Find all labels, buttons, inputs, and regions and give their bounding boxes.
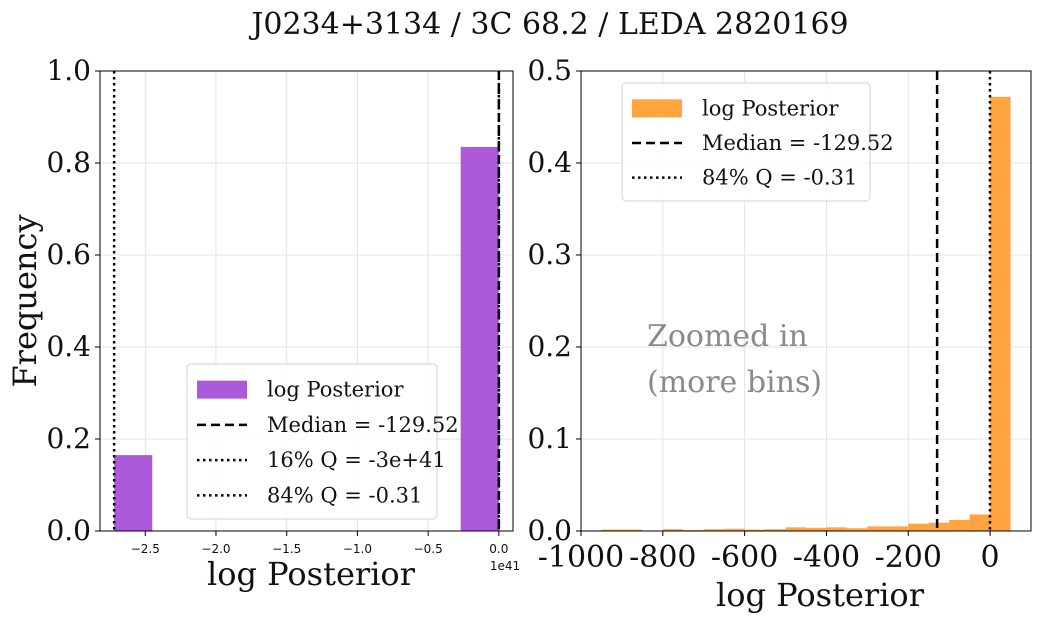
- x-tick-label: -800: [629, 540, 696, 575]
- x-tick-label: −1.0: [343, 542, 372, 556]
- right-histogram-panel: -1000 -800 -600 -400 -200 0 0.0 0.1 0.2 0.3 0.4 0.5…: [527, 54, 1032, 614]
- histogram-bar: [785, 527, 806, 531]
- y-tick-label: 0.5: [527, 54, 572, 87]
- y-tick-label: 0.2: [527, 330, 572, 363]
- histogram-bar: [969, 514, 991, 531]
- left-ticks: −2.5 −2.0 −1.5 −1.0 −0.5 0.0 0.0 0.2 0.4 0.6 0.8 1.…: [46, 54, 508, 556]
- legend-label: 84% Q = -0.31: [702, 166, 857, 190]
- legend-patch: [632, 99, 682, 118]
- y-tick-label: 1.0: [46, 54, 91, 87]
- y-tick-label: 0.2: [46, 422, 91, 455]
- histogram-bar: [826, 527, 847, 531]
- left-legend: log Posterior Median = -129.52 16% Q = -3e…: [186, 363, 459, 520]
- y-tick-label: 0.0: [46, 514, 91, 547]
- histogram-bar: [949, 519, 970, 531]
- right-legend: log Posterior Median = -129.52 84% Q = -0.…: [621, 82, 894, 202]
- x-tick-label: −2.0: [201, 542, 230, 556]
- figure-title: J0234+3134 / 3C 68.2 / LEDA 2820169: [248, 7, 848, 42]
- x-tick-label: 0.0: [489, 542, 508, 556]
- x-tick-label: −0.5: [414, 542, 443, 556]
- histogram-bar: [765, 529, 786, 531]
- left-x-axis-label: log Posterior: [207, 555, 416, 593]
- legend-label: Median = -129.52: [702, 131, 894, 155]
- y-tick-label: 0.3: [527, 238, 572, 271]
- y-tick-label: 0.4: [527, 146, 572, 179]
- y-tick-label: 0.6: [46, 238, 91, 271]
- left-axes-frame: [99, 70, 514, 532]
- histogram-bar: [806, 527, 827, 531]
- histogram-bar: [990, 96, 1011, 531]
- histogram-bar: [460, 146, 499, 531]
- y-tick-label: 0.0: [527, 514, 572, 547]
- histogram-bar: [744, 529, 766, 531]
- legend-frame: [621, 82, 871, 202]
- histogram-bar: [621, 529, 643, 531]
- x-tick-label: -400: [793, 540, 860, 575]
- legend-label: 16% Q = -3e+41: [267, 448, 446, 472]
- left-y-axis-label: Frequency: [6, 214, 44, 387]
- left-x-offset-label: 1e41: [490, 559, 520, 573]
- right-bars: [601, 96, 1011, 531]
- legend-label: log Posterior: [267, 378, 404, 402]
- left-vlines: [112, 71, 501, 531]
- right-annotation-line-1: Zoomed in: [647, 319, 808, 354]
- y-tick-label: 0.8: [46, 146, 91, 179]
- histogram-bar: [601, 529, 622, 531]
- right-axes-frame: [580, 70, 1032, 532]
- left-histogram-panel: −2.5 −2.0 −1.5 −1.0 −0.5 0.0 0.0 0.2 0.4 0.6 0.8 1.…: [6, 54, 520, 593]
- legend-frame: [186, 363, 438, 520]
- histogram-bar: [114, 455, 153, 531]
- histogram-bar: [703, 529, 725, 531]
- x-tick-label: −2.5: [131, 542, 160, 556]
- y-tick-label: 0.1: [527, 422, 572, 455]
- x-tick-label: -200: [875, 540, 942, 575]
- histogram-bar: [662, 529, 684, 531]
- legend-label: 84% Q = -0.31: [267, 483, 422, 507]
- histogram-bar: [846, 528, 868, 531]
- right-vlines: [935, 71, 992, 531]
- legend-patch: [197, 380, 247, 399]
- x-tick-label: -600: [711, 540, 778, 575]
- x-tick-label: −1.5: [272, 542, 301, 556]
- x-tick-label: 0: [981, 540, 1000, 575]
- histogram-bar: [724, 528, 745, 531]
- legend-label: log Posterior: [702, 96, 839, 120]
- histogram-bar: [908, 523, 929, 531]
- right-x-axis-label: log Posterior: [716, 576, 925, 614]
- legend-label: Median = -129.52: [267, 413, 459, 437]
- y-tick-label: 0.4: [46, 330, 91, 363]
- left-bars: [114, 146, 499, 531]
- histogram-bar: [867, 526, 888, 531]
- histogram-bar: [887, 526, 909, 531]
- histogram-bar: [928, 522, 950, 531]
- right-ticks: -1000 -800 -600 -400 -200 0 0.0 0.1 0.2 0.3 0.4 0.5: [527, 54, 999, 575]
- right-annotation-line-2: (more bins): [647, 365, 822, 400]
- x-tick-label: -1000: [538, 540, 624, 575]
